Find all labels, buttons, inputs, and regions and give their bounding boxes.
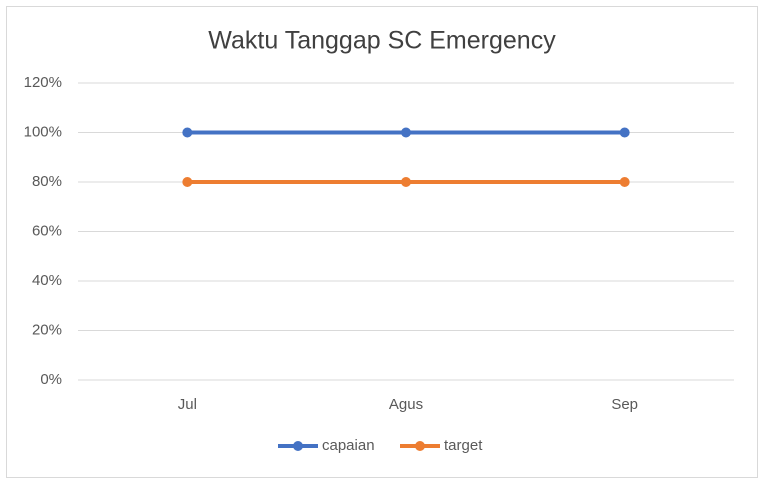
y-tick-label: 80% (32, 173, 62, 190)
x-tick-label: Agus (389, 396, 423, 413)
legend-label: target (444, 437, 483, 454)
data-point (401, 127, 411, 138)
y-tick-label: 100% (24, 123, 62, 140)
y-tick-label: 120% (24, 74, 62, 91)
x-tick-label: Sep (611, 396, 638, 413)
y-tick-label: 40% (32, 272, 62, 289)
y-tick-label: 20% (32, 321, 62, 338)
data-point (182, 177, 193, 187)
data-point (619, 177, 630, 187)
legend-marker (293, 441, 303, 451)
y-tick-label: 60% (32, 222, 62, 239)
data-point (401, 177, 411, 187)
legend-marker (415, 441, 425, 451)
y-tick-label: 0% (40, 371, 62, 388)
chart-title: Waktu Tanggap SC Emergency (208, 27, 556, 55)
data-point (619, 127, 630, 138)
legend-label: capaian (322, 437, 375, 454)
x-tick-label: Jul (178, 396, 197, 413)
chart-border (6, 6, 758, 478)
data-point (182, 127, 193, 138)
